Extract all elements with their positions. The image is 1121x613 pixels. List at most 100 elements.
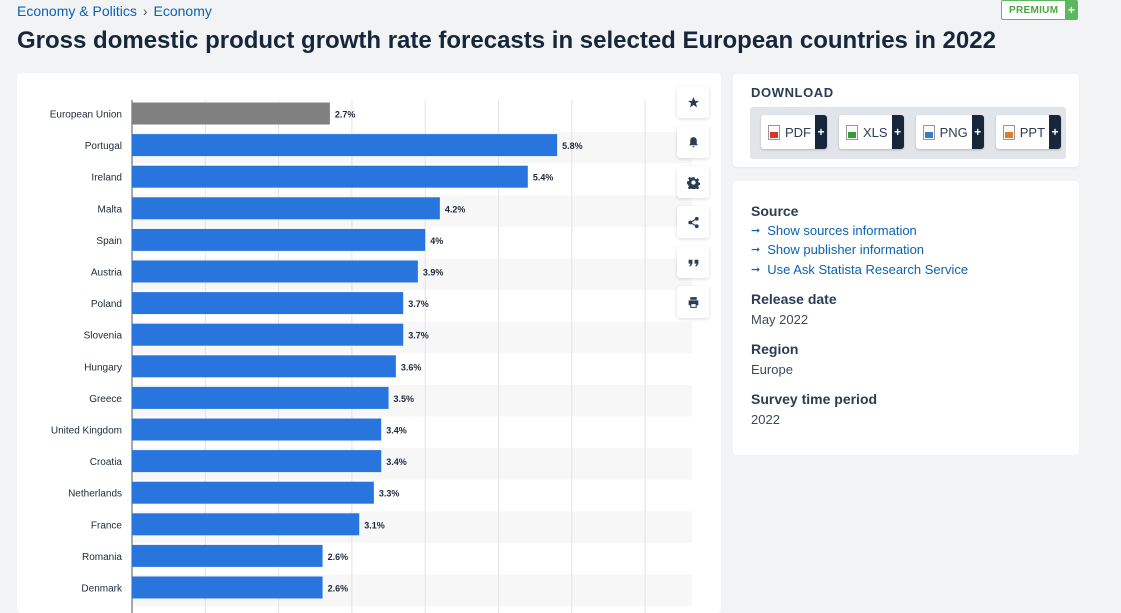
star-icon (687, 96, 699, 107)
arrow-right-icon: ➞ (751, 225, 761, 237)
category-label: Ireland (91, 173, 122, 184)
chart-card: European Union 2.7% Portugal 5.8% Ireland 5.4… (17, 73, 721, 613)
print-button[interactable] (677, 286, 709, 318)
print-icon (688, 296, 698, 308)
download-xls-button[interactable]: XLS + (839, 115, 904, 149)
bar-chart: European Union 2.7% Portugal 5.8% Ireland 5.4… (50, 100, 692, 613)
value-label: 4% (430, 236, 443, 246)
category-label: Slovenia (84, 331, 123, 342)
category-label: Portugal (85, 141, 122, 152)
breadcrumb-economy[interactable]: Economy (153, 3, 212, 19)
category-label: Austria (91, 268, 123, 279)
show-sources-link[interactable]: ➞ Show sources information (751, 223, 917, 238)
category-label: Romania (82, 552, 122, 563)
category-label: Croatia (90, 457, 123, 468)
value-label: 3.3% (379, 489, 400, 499)
category-label: Hungary (84, 362, 122, 373)
download-png-button[interactable]: PNG + (915, 115, 984, 149)
bar-netherlands (132, 481, 374, 504)
category-label: Greece (89, 394, 122, 405)
pdf-file-icon (768, 124, 780, 140)
survey-period-value: 2022 (751, 412, 780, 427)
download-panel: DOWNLOAD PDF + XLS + PNG + (733, 74, 1079, 167)
download-xls-label: XLS (863, 124, 888, 140)
value-label: 3.6% (401, 362, 422, 372)
bar-denmark (132, 576, 323, 599)
region-heading: Region (751, 341, 799, 357)
value-label: 2.6% (328, 584, 349, 594)
settings-button[interactable] (677, 166, 709, 198)
quote-icon (688, 259, 698, 266)
bell-icon (688, 136, 698, 147)
value-label: 5.8% (562, 141, 583, 151)
value-label: 3.7% (408, 331, 429, 341)
bar-romania (132, 544, 323, 567)
category-label: European Union (50, 110, 122, 121)
chart-toolbar (677, 86, 709, 318)
download-ppt-button[interactable]: PPT + (995, 115, 1062, 149)
download-heading: DOWNLOAD (751, 85, 834, 100)
bar-austria (132, 260, 418, 283)
download-png-label: PNG (939, 124, 968, 140)
ask-statista-link[interactable]: ➞ Use Ask Statista Research Service (751, 262, 968, 277)
share-button[interactable] (677, 206, 709, 238)
share-icon (687, 216, 699, 228)
download-pdf-plus: + (815, 115, 827, 149)
download-ppt-label: PPT (1019, 124, 1046, 140)
category-label: France (91, 520, 123, 531)
bar-malta (132, 197, 440, 220)
download-buttons: PDF + XLS + PNG + PPT + (750, 107, 1066, 159)
category-label: Malta (98, 204, 123, 215)
value-label: 3.7% (408, 299, 429, 309)
value-label: 3.4% (386, 426, 407, 436)
bar-ireland (132, 165, 528, 188)
bar-portugal (132, 134, 558, 157)
download-xls-main: XLS (839, 115, 892, 149)
value-label: 4.2% (445, 204, 466, 214)
download-pdf-label: PDF (785, 124, 811, 140)
page-title: Gross domestic product growth rate forec… (17, 27, 996, 54)
download-png-main: PNG (916, 115, 972, 149)
gear-icon (686, 176, 700, 189)
download-xls-plus: + (891, 115, 904, 149)
value-label: 2.7% (335, 110, 356, 120)
bar-european-union (132, 102, 330, 125)
xls-file-icon (846, 124, 858, 140)
ppt-file-icon (1002, 124, 1015, 140)
cite-button[interactable] (677, 246, 709, 278)
download-pdf-button[interactable]: PDF + (761, 115, 827, 149)
download-ppt-plus: + (1049, 115, 1062, 149)
value-label: 3.1% (364, 520, 385, 530)
notification-button[interactable] (677, 126, 709, 158)
show-sources-label: Show sources information (767, 223, 917, 238)
bar-hungary (132, 355, 396, 378)
source-heading: Source (751, 203, 799, 219)
value-label: 3.5% (394, 394, 415, 404)
breadcrumb: Economy & Politics › Economy (17, 3, 212, 19)
bar-poland (132, 292, 404, 315)
favorite-button[interactable] (677, 86, 709, 118)
show-publisher-label: Show publisher information (767, 242, 925, 257)
arrow-right-icon: ➞ (751, 244, 761, 256)
premium-label: PREMIUM (1009, 5, 1059, 16)
premium-plus: + (1065, 1, 1078, 19)
category-label: Netherlands (68, 489, 122, 500)
bar-france (132, 513, 360, 536)
category-label: Denmark (81, 584, 123, 595)
premium-badge[interactable]: PREMIUM + (1001, 0, 1079, 20)
show-publisher-link[interactable]: ➞ Show publisher information (751, 242, 924, 257)
statistic-info-panel: Source ➞ Show sources information ➞ Show p… (733, 181, 1079, 455)
ask-statista-label: Use Ask Statista Research Service (767, 262, 969, 277)
breadcrumb-economy-politics[interactable]: Economy & Politics (17, 3, 137, 19)
bar-slovenia (132, 323, 404, 346)
bar-greece (132, 386, 389, 409)
arrow-right-icon: ➞ (751, 264, 761, 276)
release-date-heading: Release date (751, 291, 837, 307)
download-png-plus: + (971, 115, 984, 149)
category-label: Spain (96, 236, 122, 247)
survey-period-heading: Survey time period (751, 391, 878, 407)
png-file-icon (922, 124, 935, 140)
value-label: 2.6% (328, 552, 349, 562)
value-label: 3.4% (386, 457, 407, 467)
release-date-value: May 2022 (751, 312, 809, 327)
